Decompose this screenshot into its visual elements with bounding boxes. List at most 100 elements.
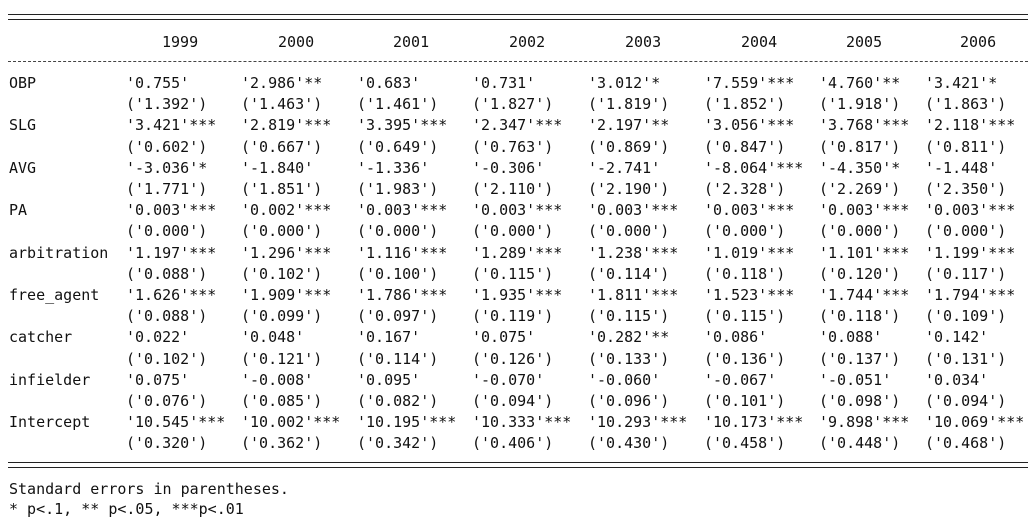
coefficient-cell: '10.545'*** [126, 413, 226, 432]
standard-error-cell: ('0.109') [925, 307, 1007, 326]
standard-error-cell: ('0.098') [819, 392, 901, 410]
standard-error-cell: ('0.468') [925, 434, 1007, 453]
top-rule [8, 14, 1028, 20]
coefficient-cell: '0.095' [357, 370, 421, 389]
row-label: infielder [9, 370, 91, 389]
header-separator [8, 61, 1028, 62]
coefficient-cell: '-8.064'*** [704, 158, 804, 177]
coefficient-cell: '0.282'** [588, 328, 670, 347]
coefficient-cell: '1.909'*** [241, 286, 332, 304]
standard-error-cell: ('0.115') [588, 307, 670, 326]
coefficient-cell: '-0.051' [819, 370, 892, 389]
standard-error-cell: ('0.430') [588, 434, 670, 453]
coefficient-cell: '3.056'*** [704, 116, 795, 135]
coefficient-cell: '0.003'*** [819, 201, 910, 220]
standard-error-cell: ('0.602') [126, 137, 208, 156]
coefficient-cell: '-1.448' [925, 158, 998, 177]
coefficient-cell: '0.034' [925, 370, 989, 389]
row-label: OBP [9, 74, 37, 92]
standard-error-cell: ('0.817') [819, 137, 901, 156]
standard-error-cell: ('0.000') [704, 222, 786, 241]
standard-error-cell: ('0.120') [819, 264, 901, 283]
coefficient-cell: '2.819'*** [241, 116, 332, 135]
coefficient-cell: '1.523'*** [704, 286, 795, 304]
coefficient-cell: '0.088' [819, 328, 883, 347]
year-header-2006: 2006 [960, 33, 997, 51]
standard-error-cell: ('0.088') [126, 264, 208, 283]
standard-error-cell: ('0.869') [588, 137, 670, 156]
standard-error-cell: ('1.851') [241, 180, 323, 198]
coefficient-cell: '1.935'*** [472, 286, 563, 304]
row-label: free_agent [9, 286, 100, 304]
row-label: AVG [9, 158, 37, 177]
standard-error-cell: ('1.461') [357, 95, 439, 114]
coefficient-cell: '0.731' [472, 74, 536, 92]
standard-error-cell: ('0.133') [588, 349, 670, 368]
footnote-significance: * p<.1, ** p<.05, ***p<.01 [9, 500, 244, 518]
coefficient-cell: '0.003'*** [704, 201, 795, 220]
standard-error-cell: ('0.362') [241, 434, 323, 453]
row-label: Intercept [9, 413, 91, 432]
coefficient-cell: '10.002'*** [241, 413, 341, 432]
coefficient-cell: '10.293'*** [588, 413, 688, 432]
standard-error-cell: ('0.649') [357, 137, 439, 156]
coefficient-cell: '-3.036'* [126, 158, 208, 177]
coefficient-cell: '2.986'** [241, 74, 323, 92]
footnote-standard-errors: Standard errors in parentheses. [9, 480, 289, 498]
standard-error-cell: ('0.000') [241, 222, 323, 241]
row-label: PA [9, 201, 28, 220]
standard-error-cell: ('2.190') [588, 180, 670, 198]
coefficient-cell: '3.421'*** [126, 116, 217, 135]
standard-error-cell: ('0.085') [241, 392, 323, 410]
year-header-1999: 1999 [162, 33, 199, 51]
standard-error-cell: ('1.918') [819, 95, 901, 114]
standard-error-cell: ('0.320') [126, 434, 208, 453]
coefficient-cell: '-1.840' [241, 158, 314, 177]
coefficient-cell: '0.003'*** [925, 201, 1016, 220]
coefficient-cell: '10.333'*** [472, 413, 572, 432]
standard-error-cell: ('0.406') [472, 434, 554, 453]
row-label: arbitration [9, 243, 109, 262]
standard-error-cell: ('0.096') [588, 392, 670, 410]
coefficient-cell: '0.003'*** [472, 201, 563, 220]
standard-error-cell: ('2.269') [819, 180, 901, 198]
standard-error-cell: ('0.076') [126, 392, 208, 410]
coefficient-cell: '1.019'*** [704, 243, 795, 262]
coefficient-cell: '2.118'*** [925, 116, 1016, 135]
standard-error-cell: ('1.827') [472, 95, 554, 114]
coefficient-cell: '-0.067' [704, 370, 777, 389]
year-header-2004: 2004 [741, 33, 778, 51]
year-header-2000: 2000 [278, 33, 315, 51]
standard-error-cell: ('1.863') [925, 95, 1007, 114]
coefficient-cell: '10.069'*** [925, 413, 1025, 432]
coefficient-cell: '0.142' [925, 328, 989, 347]
coefficient-cell: '-0.060' [588, 370, 661, 389]
standard-error-cell: ('1.852') [704, 95, 786, 114]
standard-error-cell: ('0.088') [126, 307, 208, 326]
coefficient-cell: '-0.070' [472, 370, 545, 389]
coefficient-cell: '-0.008' [241, 370, 314, 389]
coefficient-cell: '0.022' [126, 328, 190, 347]
standard-error-cell: ('1.463') [241, 95, 323, 114]
standard-error-cell: ('1.392') [126, 95, 208, 114]
standard-error-cell: ('0.448') [819, 434, 901, 453]
coefficient-cell: '10.173'*** [704, 413, 804, 432]
standard-error-cell: ('0.137') [819, 349, 901, 368]
coefficient-cell: '7.559'*** [704, 74, 795, 92]
coefficient-cell: '-0.306' [472, 158, 545, 177]
coefficient-cell: '0.683' [357, 74, 421, 92]
coefficient-cell: '0.086' [704, 328, 768, 347]
year-header-2002: 2002 [509, 33, 546, 51]
coefficient-cell: '1.744'*** [819, 286, 910, 304]
coefficient-cell: '1.811'*** [588, 286, 679, 304]
standard-error-cell: ('0.118') [704, 264, 786, 283]
standard-error-cell: ('0.000') [925, 222, 1007, 241]
standard-error-cell: ('0.667') [241, 137, 323, 156]
standard-error-cell: ('0.117') [925, 264, 1007, 283]
standard-error-cell: ('0.097') [357, 307, 439, 326]
coefficient-cell: '3.768'*** [819, 116, 910, 135]
coefficient-cell: '0.075' [472, 328, 536, 347]
standard-error-cell: ('0.136') [704, 349, 786, 368]
standard-error-cell: ('2.350') [925, 180, 1007, 198]
